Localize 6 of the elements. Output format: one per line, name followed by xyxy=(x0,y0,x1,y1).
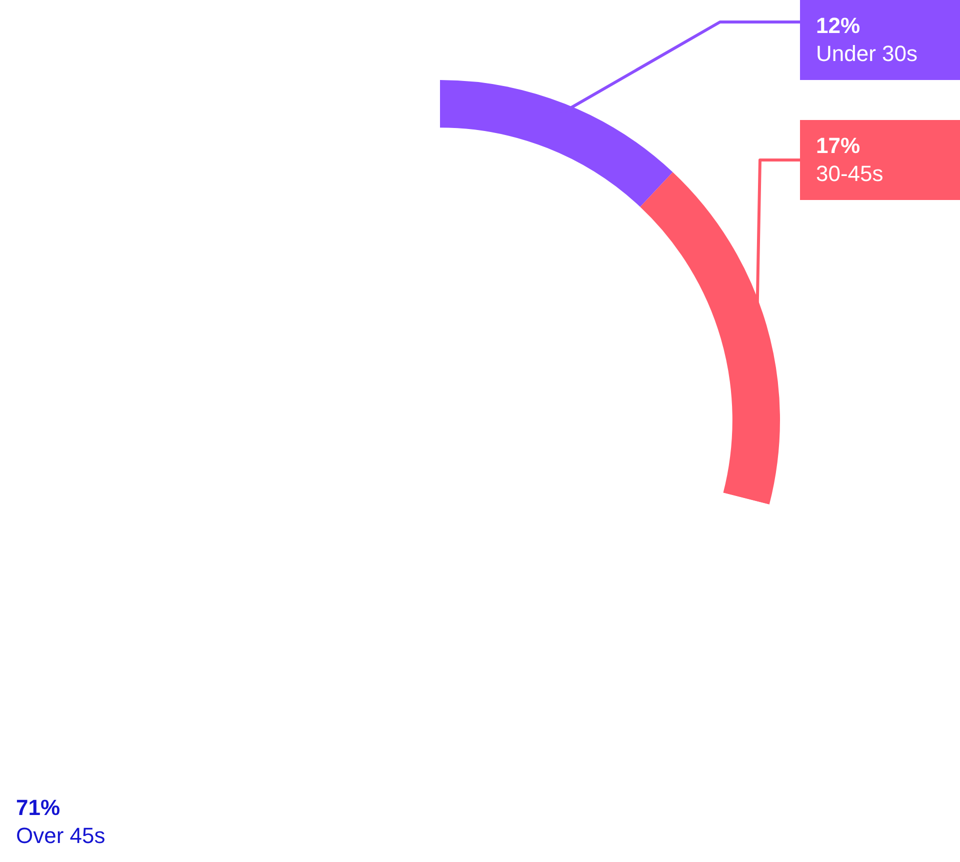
slice-label: Over 45s xyxy=(16,822,106,850)
slice-label: 30-45s xyxy=(816,160,884,188)
data-label: 17% xyxy=(816,132,862,160)
data-label: 71% xyxy=(16,794,62,822)
data-label: 12% xyxy=(816,12,862,40)
slice-label: Under 30s xyxy=(816,40,919,68)
